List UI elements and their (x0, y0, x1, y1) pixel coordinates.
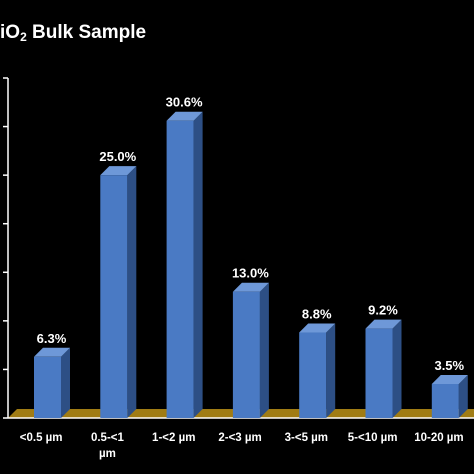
data-label: 25.0% (99, 149, 136, 164)
data-label: 3.5% (434, 358, 464, 373)
bar-side (458, 375, 468, 418)
data-label: 30.6% (166, 95, 203, 110)
bar (431, 384, 459, 418)
data-label: 9.2% (368, 303, 398, 318)
bar (100, 175, 128, 418)
bar-top (365, 319, 402, 329)
bar (34, 356, 61, 418)
bar (232, 291, 260, 418)
bar-side (193, 111, 203, 418)
title-suffix: Bulk Sample (26, 22, 147, 43)
bar-side (259, 282, 269, 418)
bar-top (100, 166, 137, 176)
data-label: 8.8% (302, 307, 332, 322)
bar-top (299, 323, 336, 333)
x-tick-label: 0.5-<1 µm (91, 432, 125, 460)
x-tick-label: 10-20 µm (414, 432, 463, 444)
data-label: 13.0% (232, 266, 269, 281)
x-tick-label: 1-<2 µm (152, 432, 195, 444)
bar-side (326, 323, 336, 418)
bar (166, 120, 194, 418)
bar (299, 332, 327, 418)
x-tick-label: <0.5 µm (20, 432, 63, 444)
x-tick-label: 5-<10 µm (348, 432, 398, 444)
bar-top (232, 282, 269, 292)
bar-side (61, 347, 70, 418)
x-tick-label: 3-<5 µm (285, 432, 328, 444)
bar-side (127, 166, 137, 418)
title-subscript: 2 (20, 30, 27, 44)
data-label: 6.3% (37, 331, 67, 346)
bar-side (392, 319, 402, 418)
chart-title: iO2 Bulk Sample (0, 22, 146, 44)
bar-top (166, 111, 203, 121)
bar-top (34, 347, 70, 357)
bar (365, 328, 393, 418)
bar-top (431, 375, 468, 384)
x-tick-label: 2-<3 µm (218, 432, 261, 444)
title-prefix: iO (0, 22, 21, 43)
